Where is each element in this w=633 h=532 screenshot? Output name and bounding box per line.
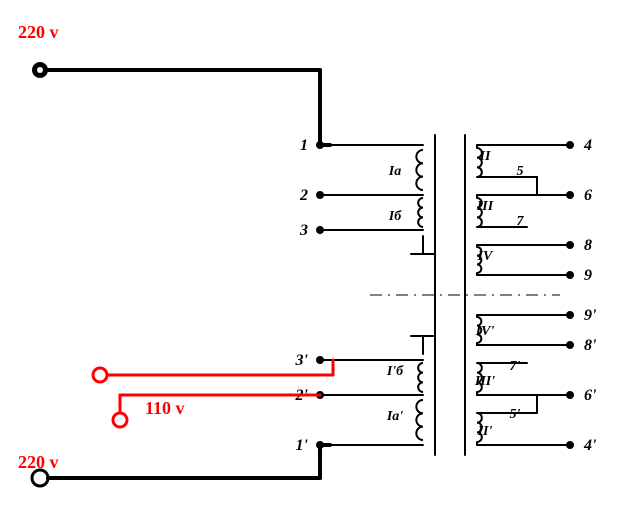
- right-term-t6p: 6': [584, 387, 597, 404]
- label-110v: 110 v: [145, 398, 185, 418]
- left-term-t1: 1: [300, 137, 308, 154]
- coil-label-Iap: Ia': [386, 409, 403, 424]
- schematic-stroke: [566, 241, 574, 249]
- schematic-stroke: [566, 391, 574, 399]
- left-term-t3p: 3': [295, 352, 309, 369]
- coil-label-IV: IV: [477, 249, 494, 264]
- schematic-stroke: [418, 198, 423, 227]
- transformer-schematic: 1233'2'1'46899'8'6'4'220 v220 v110 vIaIб…: [0, 0, 633, 532]
- schematic-stroke: [113, 413, 127, 427]
- schematic-stroke: [566, 311, 574, 319]
- left-term-t3: 3: [299, 222, 308, 239]
- coil-label-II: II: [479, 149, 491, 164]
- schematic-stroke: [566, 271, 574, 279]
- coil-label-n5p: 5': [510, 407, 521, 422]
- right-term-t8p: 8': [584, 337, 597, 354]
- right-term-t6: 6: [584, 187, 592, 204]
- schematic-stroke: [316, 356, 324, 364]
- label-220v-bottom: 220 v: [18, 452, 59, 472]
- schematic-stroke: [416, 400, 423, 440]
- coil-label-Ibp: I'б: [386, 364, 404, 379]
- label-220v-top: 220 v: [18, 22, 59, 42]
- right-term-t4: 4: [583, 137, 592, 154]
- coil-label-III: III: [476, 199, 494, 214]
- schematic-stroke: [37, 67, 43, 73]
- left-term-t1p: 1': [296, 437, 309, 454]
- coil-label-n7: 7: [517, 214, 525, 229]
- schematic-stroke: [416, 150, 423, 190]
- coil-label-n7p: 7': [510, 359, 521, 374]
- right-term-t4p: 4': [583, 437, 597, 454]
- schematic-stroke: [566, 441, 574, 449]
- schematic-stroke: [32, 470, 48, 486]
- coil-label-Ia: Ia: [388, 164, 401, 179]
- coil-label-IIp: II': [477, 424, 493, 439]
- right-term-t9: 9: [584, 267, 592, 284]
- schematic-stroke: [93, 368, 107, 382]
- right-term-t9p: 9': [584, 307, 597, 324]
- schematic-stroke: [316, 226, 324, 234]
- right-term-t8: 8: [584, 237, 592, 254]
- schematic-stroke: [566, 341, 574, 349]
- coil-label-IIIp: III': [474, 374, 495, 389]
- left-term-t2: 2: [299, 187, 308, 204]
- coil-label-IVp: IV': [475, 324, 495, 339]
- coil-label-Ib: Iб: [388, 209, 402, 224]
- schematic-stroke: [566, 141, 574, 149]
- schematic-stroke: [316, 191, 324, 199]
- schematic-stroke: [566, 191, 574, 199]
- schematic-stroke: [418, 363, 423, 392]
- coil-label-n5: 5: [517, 164, 524, 179]
